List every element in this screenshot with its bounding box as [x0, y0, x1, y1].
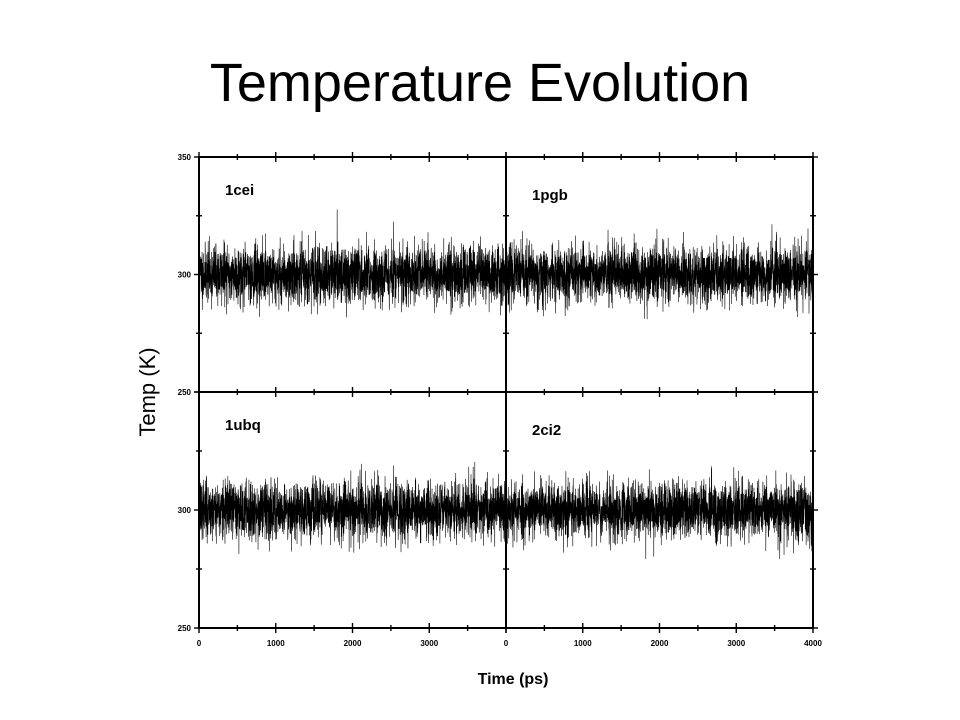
series-line-2ci2	[505, 466, 814, 560]
x-tick-label: 2000	[344, 639, 362, 648]
x-axis-title: Time (ps)	[478, 671, 549, 688]
series-line-1ubq	[198, 462, 507, 554]
x-tick-label: 4000	[804, 639, 822, 648]
slide-title: Temperature Evolution	[209, 53, 751, 113]
y-axis-title: Temp (K)	[135, 347, 160, 436]
x-tick-label: 0	[197, 639, 202, 648]
y-tick-label: 350	[178, 153, 192, 162]
x-tick-label: 3000	[420, 639, 438, 648]
y-tick-label: 250	[178, 624, 192, 633]
panels-layer: 1cei 1pgb 1ubq 2ci2	[198, 182, 814, 560]
series-line-1pgb	[505, 224, 814, 320]
y-tick-label: 300	[178, 271, 192, 280]
x-tick-label: 2000	[651, 639, 669, 648]
x-tick-label: 3000	[727, 639, 745, 648]
panel-label-1cei: 1cei	[225, 182, 254, 199]
ticks-layer: 0 1000 2000 3000 0 1000 2000 3000 4000 350 300 250 3…	[178, 152, 822, 648]
x-tick-label: 0	[504, 639, 509, 648]
panel-label-1pgb: 1pgb	[532, 187, 568, 204]
y-tick-label: 250	[178, 388, 192, 397]
x-tick-label: 1000	[574, 639, 592, 648]
panel-label-2ci2: 2ci2	[532, 422, 561, 439]
series-line-1cei	[198, 209, 507, 318]
y-tick-label: 300	[178, 506, 192, 515]
panel-label-1ubq: 1ubq	[225, 417, 261, 434]
x-tick-label: 1000	[267, 639, 285, 648]
